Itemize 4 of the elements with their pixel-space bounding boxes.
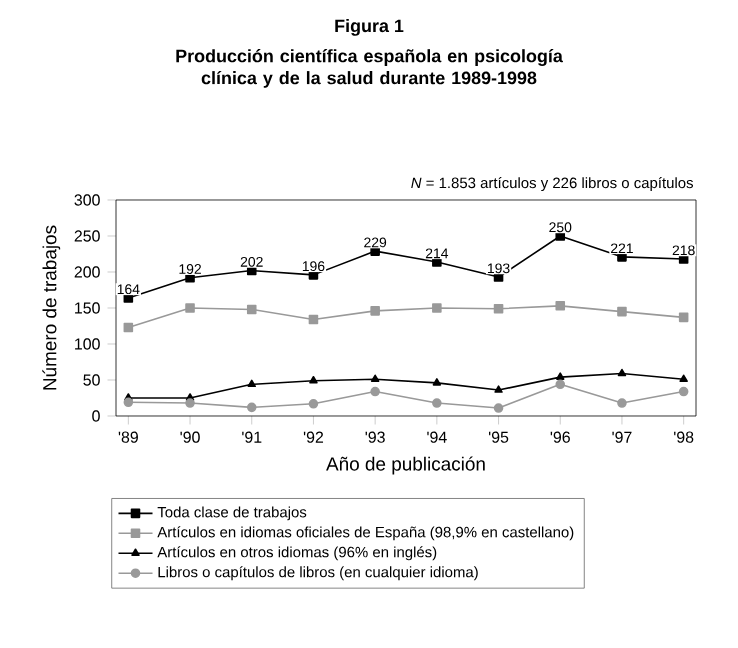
chart-subtitle: Producción científica española en psicología clínica y de la salud durante 1989-1998: [176, 49, 563, 88]
chart-title: Figura 1: [335, 19, 404, 36]
x-axis-title: Año de publicación: [326, 456, 485, 475]
y-axis-title: Número de trabajos: [42, 225, 61, 390]
